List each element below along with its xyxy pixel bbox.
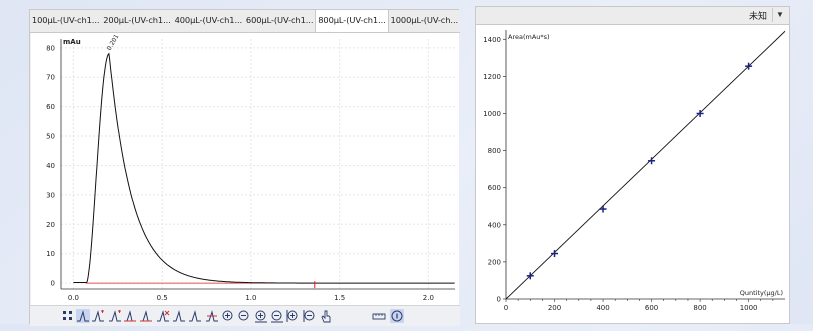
calibration-point[interactable]: [551, 250, 559, 258]
y-tick-label: 80: [46, 44, 55, 52]
cal-x-tick-label: 200: [548, 304, 561, 312]
x-tick-label: 2.0: [423, 294, 434, 302]
y-tick-label: 0: [51, 280, 55, 288]
zoom-in-x-icon[interactable]: [254, 309, 268, 323]
tab-600ul[interactable]: 600μL-(UV-ch1...: [245, 15, 314, 25]
pan-hand-icon[interactable]: [319, 309, 333, 323]
zoom-in-y-icon[interactable]: [286, 309, 300, 323]
integrate-peak-icon[interactable]: [76, 309, 90, 323]
cal-y-tick-label: 0: [497, 296, 501, 304]
cal-x-tick-label: 1000: [740, 304, 758, 312]
split-peak-icon[interactable]: [172, 309, 186, 323]
cal-x-tick-label: 0: [504, 304, 508, 312]
chromatogram-plot-area[interactable]: mAu 80 70 60 50 40 30 20 10 0 0.0 0.5 1.0 1.5 2.0 0.…: [31, 33, 459, 305]
calibration-status[interactable]: 未知: [748, 12, 767, 22]
cal-y-axis-label: Area(mAu*s): [508, 33, 550, 41]
chromatogram-x-ticks: 0.0 0.5 1.0 1.5 2.0: [68, 294, 434, 302]
tab-200ul[interactable]: 200μL-(UV-ch1...: [103, 15, 171, 25]
chromatogram-chart[interactable]: mAu 80 70 60 50 40 30 20 10 0 0.0 0.5 1.0 1.5 2.0 0.…: [31, 33, 459, 305]
chromatogram-trace: [73, 52, 455, 284]
zoom-out-x-icon[interactable]: [270, 309, 284, 323]
calibration-point[interactable]: [526, 272, 534, 280]
cal-y-tick-label: 1400: [483, 36, 501, 44]
cal-y-tick-label: 1200: [483, 73, 501, 81]
merge-peak-icon[interactable]: [188, 309, 202, 323]
x-tick-label: 0.0: [68, 294, 79, 302]
cal-x-tick-label: 600: [645, 304, 658, 312]
cal-x-axis-label: Quntity(μg/L): [740, 289, 783, 297]
calibration-fit-line: [505, 30, 786, 300]
baseline-icon[interactable]: [123, 309, 137, 323]
delete-peak-icon[interactable]: [156, 309, 170, 323]
select-region-icon[interactable]: [61, 309, 75, 323]
cal-x-tick-label: 800: [693, 304, 706, 312]
x-tick-label: 1.0: [245, 294, 256, 302]
y-tick-label: 70: [46, 74, 55, 82]
cal-y-tick-label: 600: [488, 184, 501, 192]
tab-800ul[interactable]: 800μL-(UV-ch1...: [315, 10, 389, 32]
zoom-out-icon[interactable]: [237, 309, 251, 323]
calibration-point[interactable]: [599, 205, 607, 213]
y-tick-label: 10: [46, 250, 55, 258]
chromatogram-panel: 100μL-(UV-ch1... 200μL-(UV-ch1... 400μL-…: [29, 9, 460, 326]
calibration-header: 未知 ▼: [476, 7, 789, 25]
y-tick-label: 60: [46, 103, 55, 111]
manual-peak-icon[interactable]: [205, 309, 219, 323]
x-tick-label: 0.5: [157, 294, 168, 302]
chromatogram-axes: [60, 39, 455, 290]
cal-y-tick-label: 200: [488, 258, 501, 266]
chromatogram-grid: [61, 39, 455, 289]
y-tick-label: 30: [46, 191, 55, 199]
tab-400ul[interactable]: 400μL-(UV-ch1...: [174, 15, 243, 25]
cal-y-tick-label: 400: [488, 221, 501, 229]
sample-tabs: 100μL-(UV-ch1... 200μL-(UV-ch1... 400μL-…: [30, 10, 460, 33]
cal-y-tick-label: 1000: [483, 110, 501, 118]
add-peak-icon[interactable]: [91, 309, 105, 323]
dropdown-triangle-icon[interactable]: ▼: [772, 8, 787, 22]
calibration-point[interactable]: [648, 157, 656, 165]
zoom-out-y-icon[interactable]: [303, 309, 317, 323]
y-tick-label: 40: [46, 162, 55, 170]
baseline-alt-icon[interactable]: [139, 309, 153, 323]
calibration-panel: 未知 ▼ 0 200 400 600 800 1000 1200 1400 0 200 400 600…: [475, 6, 790, 324]
info-icon[interactable]: [390, 309, 404, 323]
ruler-icon[interactable]: [372, 309, 386, 323]
cal-y-tick-label: 800: [488, 147, 501, 155]
zoom-in-icon[interactable]: [221, 309, 235, 323]
x-tick-label: 1.5: [334, 294, 345, 302]
chromatogram-toolbar: [30, 305, 460, 326]
y-tick-label: 50: [46, 133, 55, 141]
calibration-point[interactable]: [696, 109, 704, 117]
calibration-point[interactable]: [745, 62, 753, 70]
peak-label: 0.201: [106, 33, 121, 52]
tab-1000ul[interactable]: 1000μL-(UV-ch...: [390, 15, 459, 25]
tab-100ul[interactable]: 100μL-(UV-ch1...: [31, 15, 100, 25]
toolbar-icons: [61, 309, 404, 323]
y-tick-label: 20: [46, 221, 55, 229]
chromatogram-y-ticks: 80 70 60 50 40 30 20 10 0: [46, 44, 55, 287]
add-peak-alt-icon[interactable]: [108, 309, 122, 323]
cal-x-tick-label: 400: [596, 304, 609, 312]
calibration-chart[interactable]: 0 200 400 600 800 1000 1200 1400 0 200 400 600 800 10…: [476, 25, 789, 324]
chromatogram-y-unit: mAu: [63, 38, 81, 46]
